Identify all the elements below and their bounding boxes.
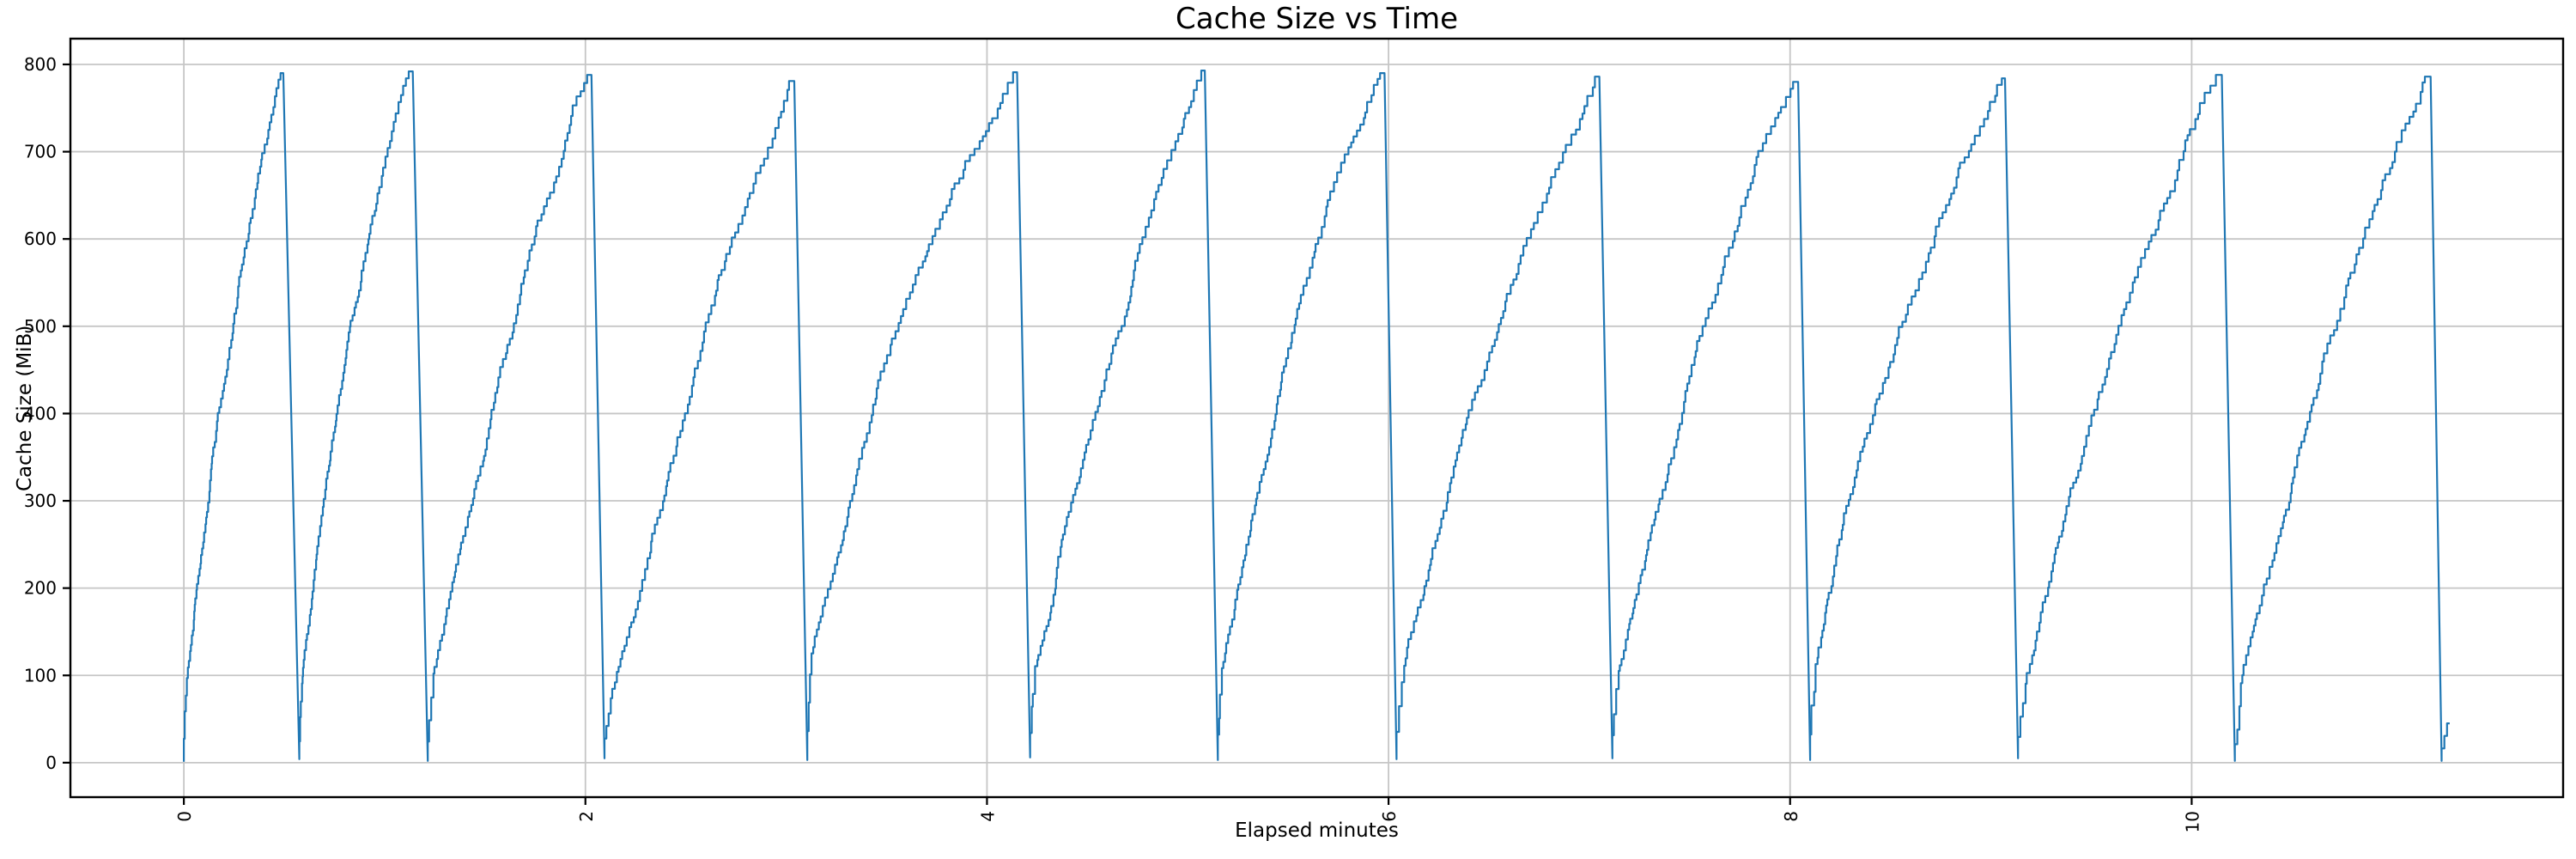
x-tick-label: 6: [1379, 811, 1400, 822]
y-tick-label: 600: [24, 228, 57, 249]
y-tick-label: 400: [24, 403, 57, 423]
chart-title: Cache Size vs Time: [1176, 2, 1458, 36]
x-tick-label: 2: [576, 811, 597, 822]
y-tick-label: 800: [24, 54, 57, 75]
plot-border: [69, 37, 2565, 799]
y-tick-label: 0: [46, 752, 57, 773]
series-line: [183, 70, 2450, 762]
y-tick-label: 100: [24, 665, 57, 685]
y-tick-label: 700: [24, 142, 57, 162]
y-tick-label: 200: [24, 578, 57, 599]
x-tick-label: 10: [2182, 811, 2202, 832]
x-tick-label: 8: [1781, 811, 1801, 822]
x-tick-label: 4: [977, 811, 998, 822]
y-tick-label: 500: [24, 316, 57, 337]
y-tick-label: 300: [24, 490, 57, 511]
x-axis-label: Elapsed minutes: [1235, 819, 1399, 842]
x-tick-label: 0: [174, 811, 195, 822]
